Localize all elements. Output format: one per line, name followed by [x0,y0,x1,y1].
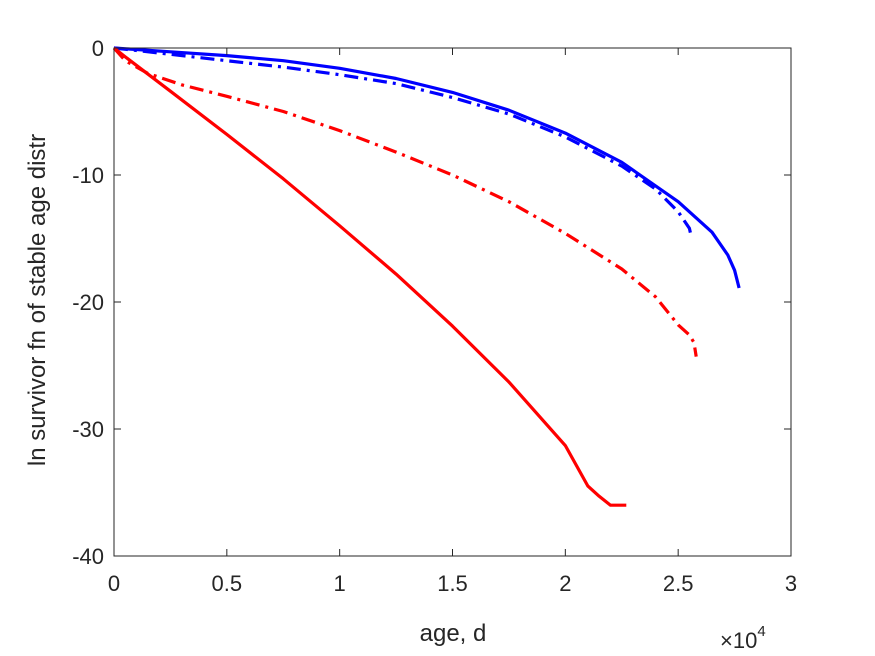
x-tick-label: 1.5 [437,571,468,596]
y-tick-label: 0 [92,36,104,61]
y-tick-label: -40 [72,544,104,569]
x-tick-label: 3 [785,571,797,596]
y-axis-label: ln survivor fn of stable age distr [24,134,51,466]
x-tick-label: 1 [334,571,346,596]
x-axis-label: age, d [420,620,487,647]
axes-layer: 0 0.5 1 1.5 2 2.5 3 0 -10 -20 -30 -40 [72,36,797,596]
x-multiplier-exponent: 4 [757,623,765,640]
y-tick-label: -30 [72,417,104,442]
series-line-4 [113,46,627,507]
series-line-1 [113,46,741,289]
series-line-3 [112,46,698,357]
y-tick-label: -20 [72,290,104,315]
x-tick-label: 2 [559,571,571,596]
x-tick-label: 2.5 [663,571,694,596]
x-multiplier-base: ×10 [720,628,757,653]
x-tick-label: 0 [108,571,120,596]
y-tick-label: -10 [72,163,104,188]
series-layer [112,46,741,507]
x-tick-label: 0.5 [212,571,243,596]
series-line-2 [113,46,694,239]
x-axis-multiplier: ×104 [720,623,766,653]
